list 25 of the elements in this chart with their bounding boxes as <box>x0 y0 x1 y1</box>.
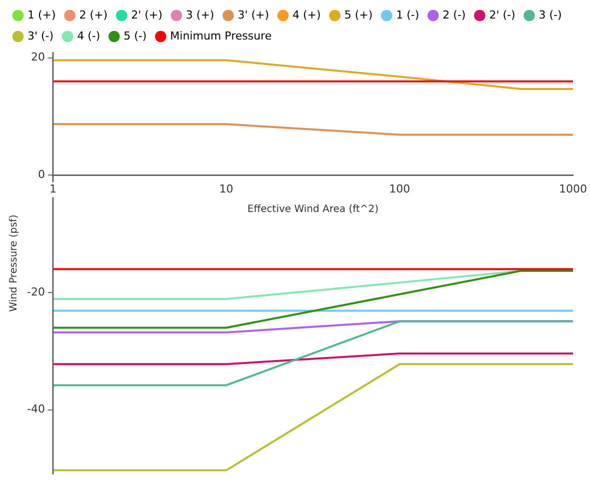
legend-label: 3 (+) <box>186 8 214 22</box>
legend-label: 1 (-) <box>396 8 420 22</box>
legend-label: 1 (+) <box>28 8 56 22</box>
y-tick-label: 0 <box>38 168 45 182</box>
y-tick-label: -20 <box>27 285 45 298</box>
legend-label: 2 (-) <box>442 8 466 22</box>
x-tick-label: 1 <box>49 182 56 196</box>
x-tick-label: 1000 <box>559 182 588 196</box>
legend-label: 3' (-) <box>28 29 54 42</box>
x-tick-label: 10 <box>219 182 234 196</box>
legend-label: 2' (-) <box>489 8 516 22</box>
legend-label: Minimum Pressure <box>170 29 272 42</box>
legend-label: 3' (+) <box>238 8 270 22</box>
legend-label: 3 (-) <box>538 8 562 22</box>
x-axis-title: Effective Wind Area (ft^2) <box>247 204 379 215</box>
legend-label: 5 (-) <box>124 29 147 42</box>
legend-label: 4 (+) <box>292 8 321 22</box>
legend-label: 2 (+) <box>79 8 108 22</box>
y-tick-label: 20 <box>30 50 45 64</box>
legend-label: 4 (-) <box>77 29 100 42</box>
y-axis-title: Wind Pressure (psf) <box>8 214 20 312</box>
legend-label: 5 (+) <box>344 8 373 22</box>
y-tick-label: -40 <box>27 402 45 416</box>
legend-label: 2' (+) <box>131 8 162 22</box>
x-tick-label: 100 <box>389 182 410 196</box>
